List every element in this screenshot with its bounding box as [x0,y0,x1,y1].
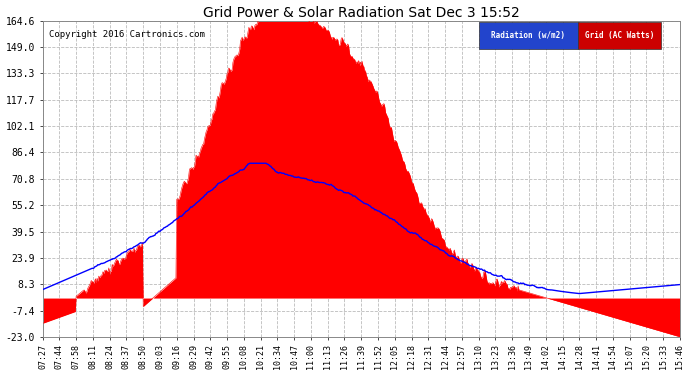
Title: Grid Power & Solar Radiation Sat Dec 3 15:52: Grid Power & Solar Radiation Sat Dec 3 1… [203,6,520,20]
Text: Grid (AC Watts): Grid (AC Watts) [584,31,654,40]
Text: Copyright 2016 Cartronics.com: Copyright 2016 Cartronics.com [49,30,205,39]
FancyBboxPatch shape [578,22,661,49]
FancyBboxPatch shape [479,22,578,49]
Text: Radiation (w/m2): Radiation (w/m2) [491,31,565,40]
